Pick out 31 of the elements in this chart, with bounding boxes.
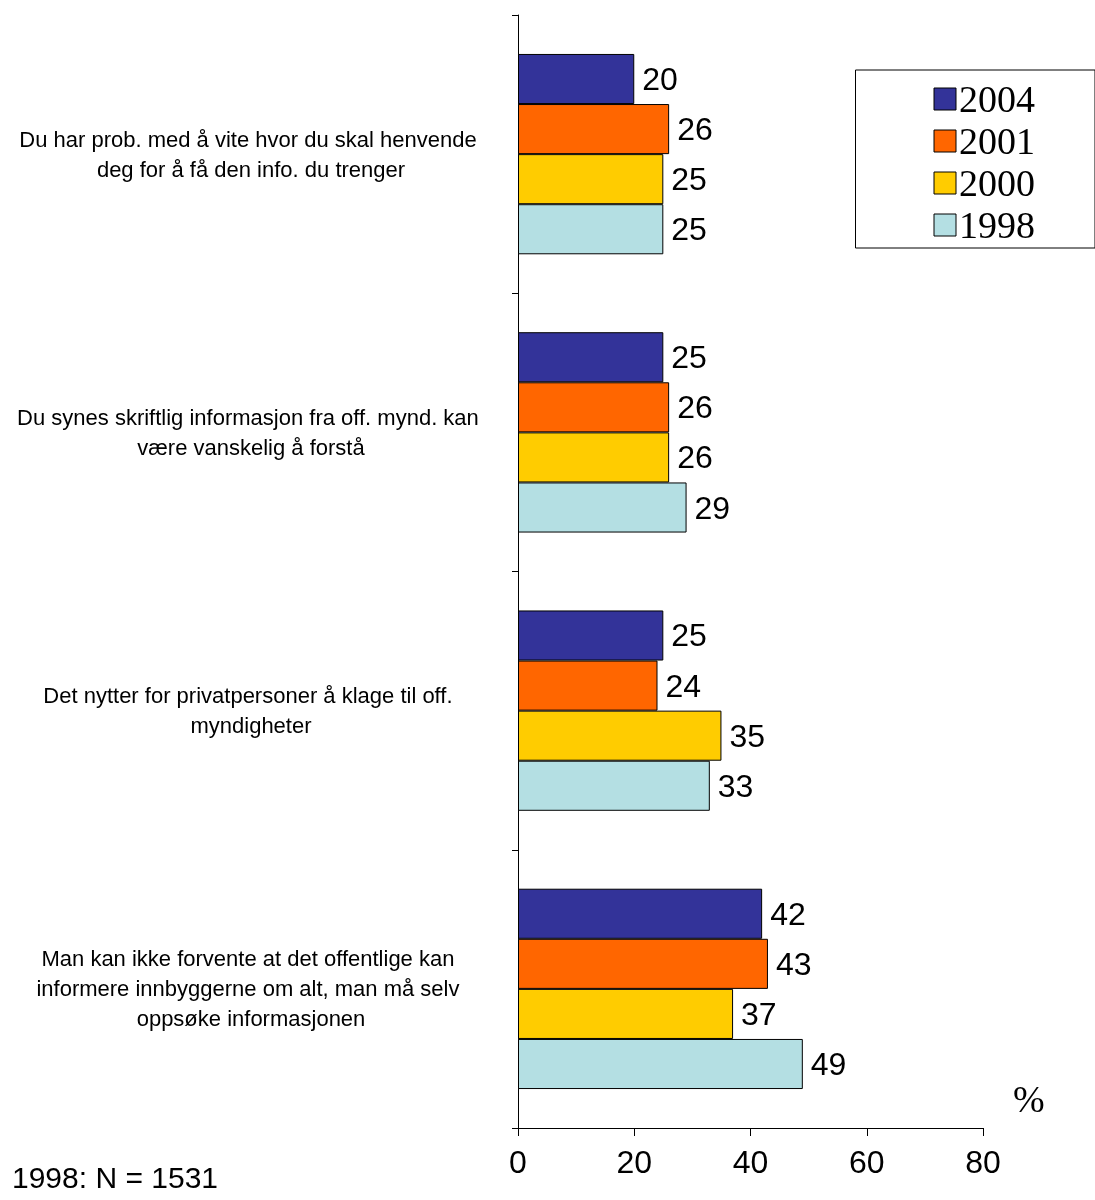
- x-tick-label: 20: [616, 1144, 653, 1180]
- data-label: 35: [729, 717, 766, 754]
- data-label: 42: [770, 895, 806, 932]
- legend-label: 2000: [959, 162, 1035, 204]
- legend-label: 2004: [959, 78, 1035, 120]
- data-label: 33: [717, 767, 754, 804]
- legend-label: 1998: [959, 204, 1035, 246]
- text: 1998: N = 1531: [12, 1160, 219, 1194]
- data-label: 26: [677, 111, 713, 148]
- legend-label: 2001: [959, 120, 1035, 162]
- data-label: 29: [694, 489, 731, 526]
- data-label: 43: [775, 945, 812, 982]
- x-tick-label: 80: [965, 1144, 1001, 1180]
- data-label: 25: [671, 161, 707, 198]
- x-tick-label: 40: [732, 1144, 769, 1180]
- data-label: 49: [810, 1046, 847, 1082]
- x-tick-label: 60: [848, 1144, 885, 1180]
- data-label: 24: [665, 667, 702, 704]
- data-label: 26: [677, 439, 713, 476]
- data-label: 20: [642, 61, 678, 97]
- y-tick-label: Det nytter for privatpersoner å klage til off. myndigheter: [43, 683, 459, 739]
- data-label: 25: [671, 211, 707, 248]
- data-label: 25: [671, 617, 707, 654]
- y-tick-label: Du har prob. med å vite hvor du skal henvende deg for å få den info. du trenger: [19, 126, 483, 182]
- y-tick-label: Du synes skriftlig informasjon fra off. mynd. kan være vanskelig å forstå: [17, 404, 485, 460]
- data-label: 26: [677, 389, 713, 426]
- x-axis-title: %: [1013, 1078, 1045, 1120]
- y-tick-label: Man kan ikke forvente at det offentlige kan informere innbyggerne om alt, man må selv oppsøke informasjonen: [36, 946, 466, 1032]
- data-label: 37: [741, 995, 777, 1032]
- x-tick-label: 0: [509, 1144, 527, 1180]
- data-label: 25: [671, 339, 707, 376]
